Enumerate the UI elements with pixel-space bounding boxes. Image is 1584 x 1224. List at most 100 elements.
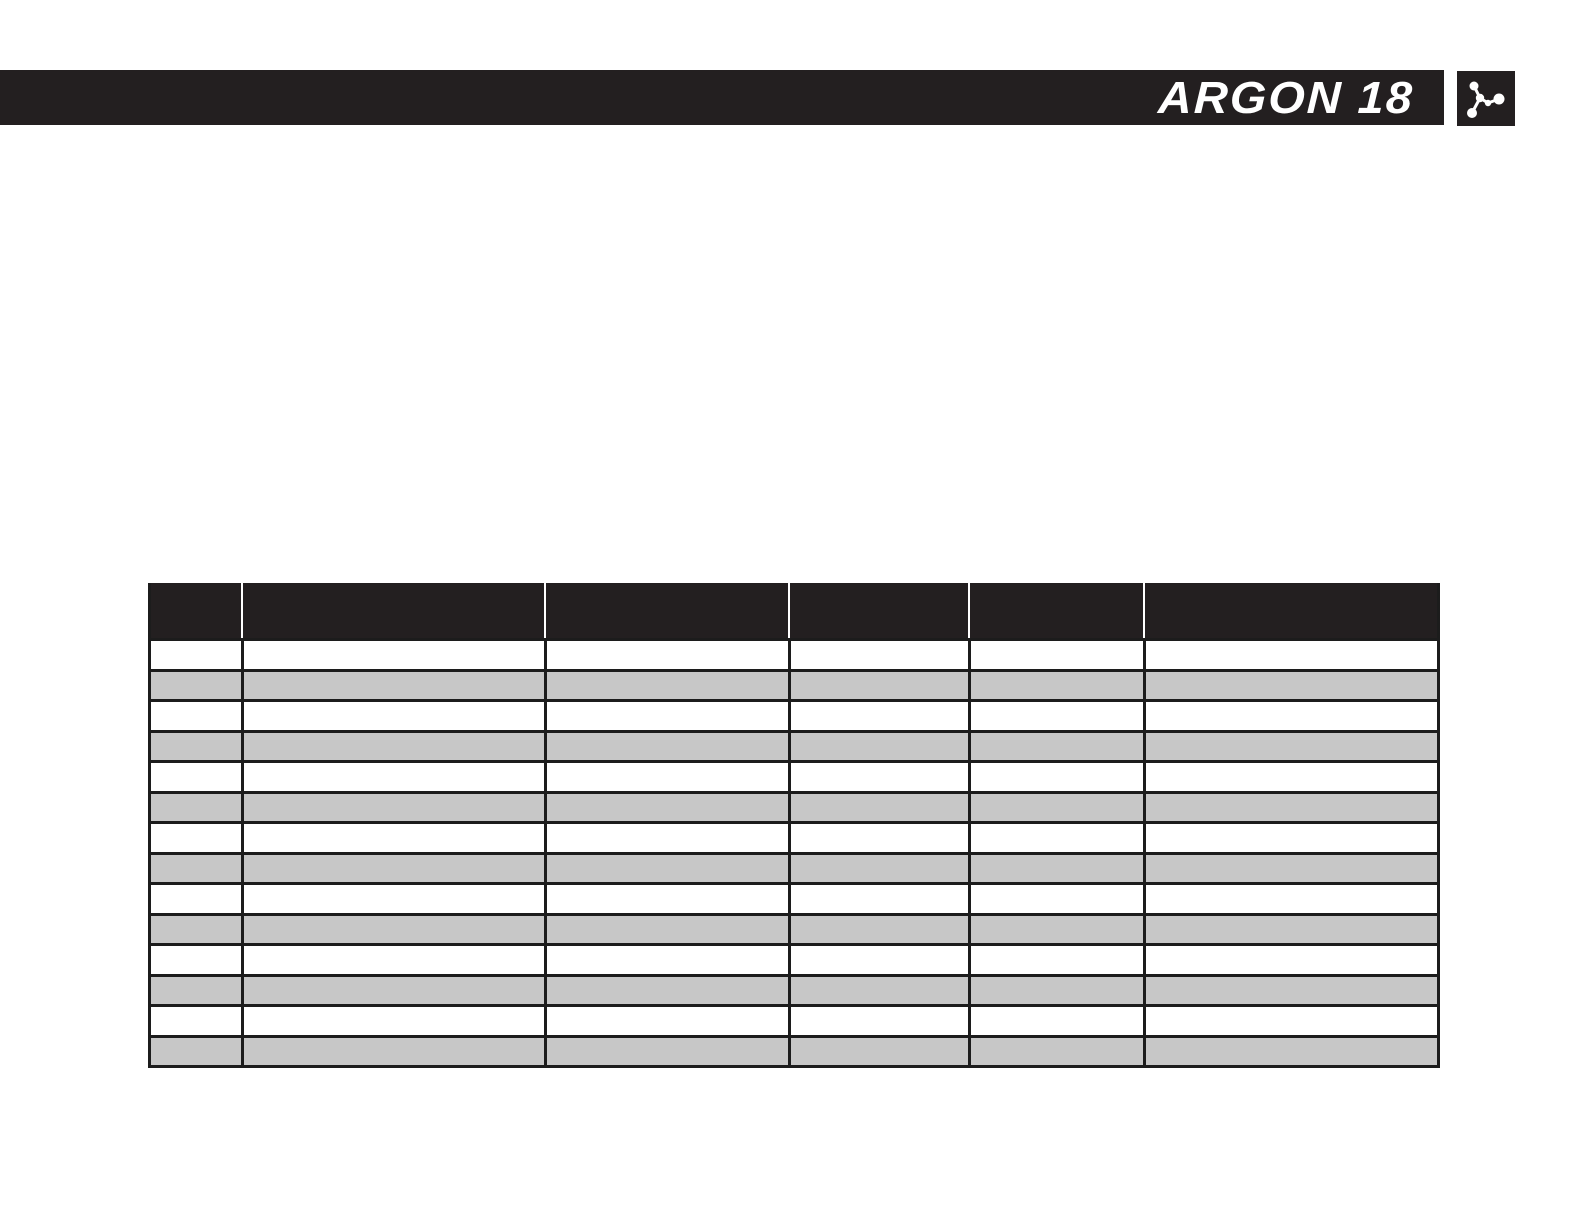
table-cell [240,1037,545,1065]
table-cell [1143,885,1437,913]
table-header-cell [151,583,241,638]
table-cell [968,854,1143,882]
table-header-cell [968,583,1144,638]
table-row [151,882,1437,913]
table-cell [1143,824,1437,852]
table-cell [968,793,1143,821]
table-header-cell [1143,583,1437,638]
table-cell [968,824,1143,852]
table-cell [240,1007,545,1035]
table-cell [968,915,1143,943]
table-cell [968,671,1143,699]
table-header-row [151,583,1437,638]
table-row [151,851,1437,883]
table-cell [1143,702,1437,730]
table-cell [151,733,241,761]
table-cell [788,763,968,791]
table-cell [240,946,545,974]
table-cell [240,732,545,760]
table-cell [1143,732,1437,760]
table-cell [788,641,968,669]
table-cell [788,885,968,913]
table-header-cell [544,583,789,638]
table-cell [544,915,788,943]
table-cell [240,763,545,791]
table-cell [151,1038,241,1066]
table-cell [151,763,241,791]
table-cell [1143,915,1437,943]
table-row [151,912,1437,944]
table-row [151,821,1437,852]
table-cell [544,702,788,730]
table-cell [240,885,545,913]
table-cell [151,855,241,883]
table-cell [544,885,788,913]
table-cell [240,702,545,730]
table-cell [544,641,788,669]
table-cell [788,702,968,730]
table-row [151,973,1437,1005]
table-cell [544,671,788,699]
table-cell [544,976,788,1004]
table-cell [544,763,788,791]
table-cell [788,824,968,852]
table-cell [240,824,545,852]
table-cell [1143,1037,1437,1065]
table-cell [968,946,1143,974]
table-cell [544,1037,788,1065]
table-cell [968,702,1143,730]
table-cell [240,915,545,943]
table-cell [788,946,968,974]
table-cell [240,793,545,821]
spec-table [148,583,1440,1068]
table-cell [544,793,788,821]
table-cell [1143,671,1437,699]
table-cell [151,824,241,852]
table-row [151,943,1437,974]
table-cell [788,793,968,821]
table-header-cell [788,583,969,638]
table-row [151,668,1437,700]
table-cell [968,763,1143,791]
table-cell [151,1007,241,1035]
table-row [151,638,1437,669]
table-cell [1143,763,1437,791]
table-cell [544,854,788,882]
table-row [151,699,1437,730]
table-row [151,729,1437,761]
argon-molecule-icon [1457,71,1515,126]
table-cell [151,946,241,974]
table-row [151,1004,1437,1035]
table-cell [544,824,788,852]
table-cell [1143,946,1437,974]
table-cell [788,854,968,882]
table-cell [1143,854,1437,882]
table-cell [968,1007,1143,1035]
table-cell [240,854,545,882]
table-cell [544,1007,788,1035]
brand-bar: ARGON 18 [0,70,1444,125]
table-cell [151,916,241,944]
brand-wordmark: ARGON 18 [1157,72,1415,123]
table-row [151,1034,1437,1066]
table-cell [151,672,241,700]
table-cell [240,976,545,1004]
table-cell [151,794,241,822]
table-cell [544,732,788,760]
brand-logo-box [1457,71,1515,126]
table-cell [968,976,1143,1004]
table-cell [1143,1007,1437,1035]
table-row [151,760,1437,791]
table-cell [240,641,545,669]
table-cell [788,976,968,1004]
table-cell [151,702,241,730]
table-cell [968,1037,1143,1065]
table-cell [1143,641,1437,669]
table-cell [1143,793,1437,821]
table-cell [788,671,968,699]
table-body [151,638,1437,1065]
table-cell [151,885,241,913]
table-cell [968,732,1143,760]
table-cell [151,977,241,1005]
